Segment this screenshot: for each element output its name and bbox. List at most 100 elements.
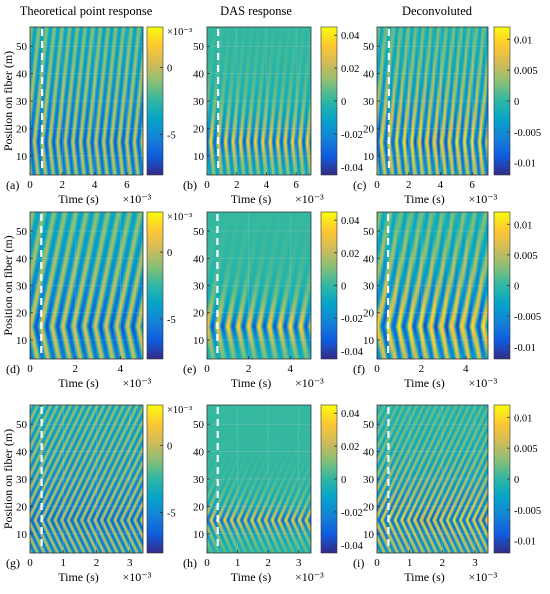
colorbar-tick-label: -0.04 [341,541,364,552]
column-title-theoretical: Theoretical point response [20,4,153,18]
x-tick-label: 2 [419,363,425,375]
y-tick-label: 40 [363,447,375,459]
y-tick-label: 20 [193,308,205,320]
y-tick-label: 10 [16,151,28,163]
x-tick-label: 2 [246,363,252,375]
y-tick-label: 40 [193,447,205,459]
x-tick-label: 6 [469,179,475,191]
colorbar-tick-label: -0.04 [341,163,364,174]
x-axis-exponent: ×10⁻³ [295,570,324,584]
x-tick-label: 4 [118,363,124,375]
x-tick-label: 0 [204,179,210,191]
colorbar-tick-label: 0 [341,475,346,486]
panel-c: 0 2 4 6 10 20 30 40 50 (c) Time (s) ×10⁻³ 0.01 0.005 0… [353,26,541,206]
x-tick-label: 0 [204,363,210,375]
x-axis-exponent: ×10⁻³ [469,376,498,390]
y-tick-label: 10 [363,151,375,163]
x-tick-label: 3 [296,557,302,569]
y-tick-label: 10 [193,529,205,541]
panel-label: (b) [183,178,197,192]
colorbar-tick-label: 0.02 [341,442,359,453]
colorbar-tick-label: 0.02 [341,64,359,75]
x-axis-exponent: ×10⁻³ [123,376,152,390]
colorbar-exponent: ×10⁻³ [167,405,192,416]
x-tick-label: 0 [204,557,210,569]
x-tick-label: 0 [27,363,33,375]
panel-f: 0 2 4 10 20 30 40 50 (f) Time (s) ×10⁻³ 0.01 0.005 0 -… [353,211,541,390]
y-tick-label: 50 [16,41,28,53]
y-tick-label: 30 [363,96,375,108]
colorbar-tick-label: 0.01 [514,413,532,424]
y-tick-label: 20 [363,501,375,513]
y-tick-label: 30 [363,474,375,486]
colorbar-exponent: ×10⁻³ [167,27,192,38]
x-tick-label: 2 [265,557,271,569]
colorbar-tick-label: -5 [167,131,176,142]
y-tick-label: 50 [363,41,375,53]
heatmap-image [30,212,143,359]
y-tick-label: 40 [16,69,28,81]
colorbar-tick-label: -0.005 [514,312,541,323]
colorbar [146,404,164,554]
y-tick-label: 20 [363,308,375,320]
x-axis-exponent: ×10⁻³ [469,570,498,584]
heatmap-image [30,27,143,175]
colorbar-tick-label: 0.04 [341,409,360,420]
colorbar-tick-label: 0 [167,248,172,259]
y-tick-label: 20 [16,123,28,135]
colorbar-tick-label: 0 [514,97,519,108]
y-tick-label: 10 [16,335,28,347]
x-axis-exponent: ×10⁻³ [469,192,498,206]
colorbar-tick-label: 0 [341,97,346,108]
colorbar-tick-label: -0.04 [341,347,364,358]
y-tick-label: 10 [193,335,205,347]
panel-d: 0 2 4 10 20 30 40 50 (d) Time (s) ×10⁻³ Position on… [1,211,192,390]
colorbar-tick-label: -0.01 [514,343,536,354]
x-axis-label: Time (s) [58,192,99,206]
y-tick-label: 20 [16,501,28,513]
x-tick-label: 2 [60,179,66,191]
y-tick-label: 50 [16,226,28,238]
panel-label: (g) [6,556,20,570]
colorbar-tick-label: -5 [167,315,176,326]
x-tick-label: 2 [72,363,78,375]
colorbar-tick-label: 0 [341,282,346,293]
colorbar-tick-label: -0.01 [514,537,536,548]
y-axis-label: Position on fiber (m) [1,235,15,335]
y-tick-label: 10 [363,335,375,347]
x-tick-label: 0 [374,363,380,375]
colorbar-tick-label: 0.01 [514,220,532,231]
x-tick-label: 3 [472,557,478,569]
panel-a: 0 2 4 6 10 20 30 40 50 (a) Time (s) ×10⁻³ Position o… [1,26,192,206]
colorbar-tick-label: 0 [167,63,172,74]
x-axis-label: Time (s) [58,570,99,584]
panel-i: 0 1 2 3 10 20 30 40 50 (i) Time (s) ×10⁻³ 0.01 0.005 0… [353,404,541,584]
panel-b: 0 2 4 6 10 20 30 40 50 (b) Time (s) ×10⁻³ 0.04 0.02 0 -… [183,26,364,206]
colorbar-tick-label: -0.005 [514,128,541,139]
y-tick-label: 30 [16,281,28,293]
y-tick-label: 50 [363,226,375,238]
colorbar-tick-label: 0 [514,475,519,486]
y-tick-label: 40 [193,253,205,265]
panel-g: 0 1 2 3 10 20 30 40 50 (g) Time (s) ×10⁻³ Position o… [1,404,192,584]
colorbar-tick-label: -0.005 [514,506,541,517]
colorbar-tick-label: 0 [514,282,519,293]
x-axis-label: Time (s) [231,376,272,390]
colorbar-tick-label: 0.005 [514,251,538,262]
y-tick-label: 20 [193,501,205,513]
y-tick-label: 30 [16,96,28,108]
y-axis-label: Position on fiber (m) [1,51,15,151]
colorbar [146,26,164,176]
y-tick-label: 20 [363,123,375,135]
column-title-das: DAS response [220,4,292,18]
x-tick-label: 2 [440,557,446,569]
colorbar-tick-label: 0.005 [514,444,538,455]
y-axis-label: Position on fiber (m) [1,429,15,529]
x-tick-label: 0 [27,557,33,569]
x-axis-exponent: ×10⁻³ [295,192,324,206]
x-axis-exponent: ×10⁻³ [295,376,324,390]
panel-label: (h) [183,556,197,570]
x-tick-label: 3 [127,557,133,569]
